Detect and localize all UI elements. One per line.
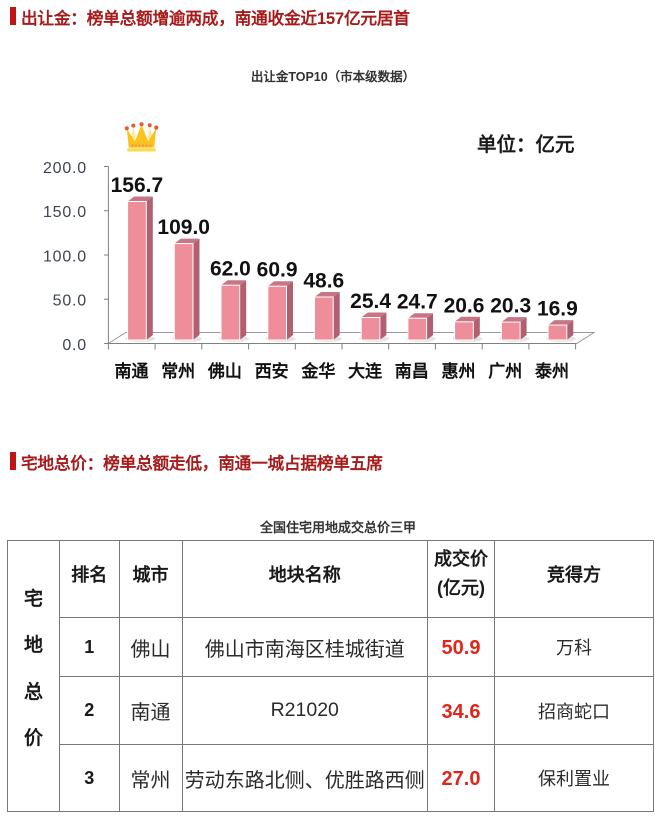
svg-text:广州: 广州 [488, 361, 522, 381]
svg-text:16.9: 16.9 [537, 298, 578, 321]
svg-text:南昌: 南昌 [395, 361, 429, 381]
svg-text:南通: 南通 [115, 361, 149, 381]
svg-text:100.0: 100.0 [43, 248, 87, 265]
svg-text:佛山: 佛山 [207, 361, 242, 381]
svg-text:西安: 西安 [255, 361, 289, 381]
svg-text:24.7: 24.7 [397, 291, 438, 314]
svg-text:150.0: 150.0 [43, 204, 87, 221]
svg-text:惠州: 惠州 [442, 361, 476, 381]
svg-text:156.7: 156.7 [111, 174, 164, 197]
svg-text:泰州: 泰州 [535, 361, 569, 381]
svg-text:大连: 大连 [348, 361, 383, 381]
svg-text:常州: 常州 [161, 361, 195, 381]
svg-text:200.0: 200.0 [43, 160, 87, 177]
svg-text:50.0: 50.0 [53, 293, 87, 310]
svg-text:109.0: 109.0 [157, 216, 210, 239]
svg-text:20.3: 20.3 [490, 295, 531, 318]
svg-text:62.0: 62.0 [210, 258, 251, 281]
svg-text:金华: 金华 [300, 361, 335, 381]
svg-text:48.6: 48.6 [303, 270, 344, 293]
svg-text:0.0: 0.0 [62, 337, 87, 354]
svg-text:20.6: 20.6 [444, 294, 485, 317]
svg-text:60.9: 60.9 [257, 259, 298, 282]
svg-text:25.4: 25.4 [350, 290, 391, 313]
